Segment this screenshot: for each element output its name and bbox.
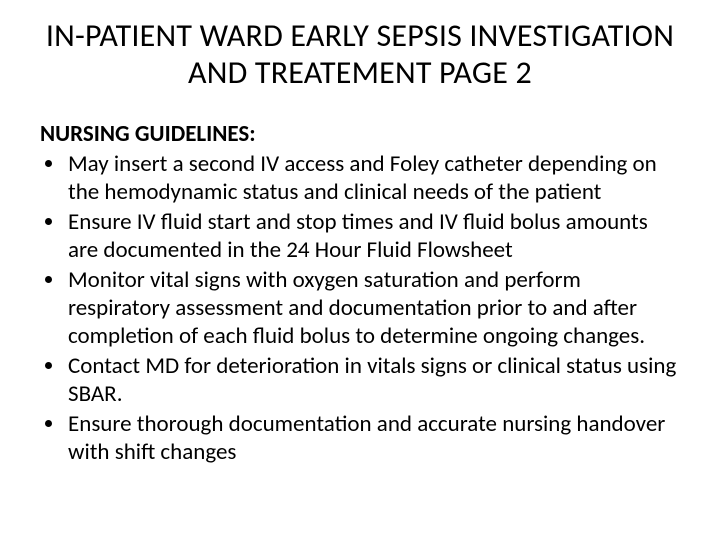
slide: IN-PATIENT WARD EARLY SEPSIS INVESTIGATI… [0, 0, 720, 540]
list-item: May insert a second IV access and Foley … [66, 150, 680, 206]
list-item: Ensure IV fluid start and stop times and… [66, 208, 680, 264]
list-item: Contact MD for deterioration in vitals s… [66, 352, 680, 408]
page-title: IN-PATIENT WARD EARLY SEPSIS INVESTIGATI… [40, 18, 680, 92]
section-heading: NURSING GUIDELINES: [40, 120, 680, 148]
list-item: Ensure thorough documentation and accura… [66, 410, 680, 466]
guideline-list: May insert a second IV access and Foley … [40, 150, 680, 467]
list-item: Monitor vital signs with oxygen saturati… [66, 266, 680, 350]
